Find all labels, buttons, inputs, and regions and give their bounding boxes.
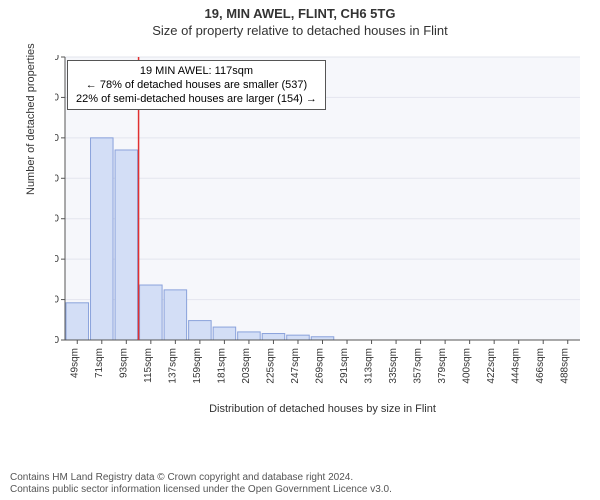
- svg-text:357sqm: 357sqm: [413, 348, 424, 384]
- svg-text:422sqm: 422sqm: [486, 348, 497, 384]
- svg-text:100: 100: [55, 254, 59, 265]
- footer-line-2: Contains public sector information licen…: [10, 484, 392, 496]
- marker-info-box: 19 MIN AWEL: 117sqm← 78% of detached hou…: [67, 60, 326, 110]
- svg-text:Distribution of detached house: Distribution of detached houses by size …: [209, 403, 436, 415]
- svg-text:313sqm: 313sqm: [364, 348, 375, 384]
- svg-text:379sqm: 379sqm: [437, 348, 448, 384]
- svg-text:335sqm: 335sqm: [388, 348, 399, 384]
- svg-text:250: 250: [55, 133, 59, 144]
- svg-text:0: 0: [55, 335, 59, 346]
- page-subtitle: Size of property relative to detached ho…: [0, 21, 600, 38]
- svg-text:71sqm: 71sqm: [94, 348, 105, 378]
- svg-text:115sqm: 115sqm: [143, 348, 154, 383]
- svg-text:50: 50: [55, 295, 59, 306]
- svg-text:488sqm: 488sqm: [560, 348, 571, 384]
- svg-text:203sqm: 203sqm: [241, 348, 252, 384]
- page-title: 19, MIN AWEL, FLINT, CH6 5TG: [0, 0, 600, 21]
- svg-text:159sqm: 159sqm: [192, 348, 203, 384]
- svg-text:181sqm: 181sqm: [216, 348, 227, 384]
- info-line-3: 22% of semi-detached houses are larger (…: [76, 92, 317, 106]
- info-line-2: ← 78% of detached houses are smaller (53…: [76, 78, 317, 92]
- svg-text:150: 150: [55, 214, 59, 225]
- svg-text:49sqm: 49sqm: [69, 348, 80, 378]
- svg-text:200: 200: [55, 173, 59, 184]
- chart-container: 0 50 100 150 200 250 300 350 49sqm 71sqm 93sqm 115s…: [55, 55, 585, 420]
- info-line-1: 19 MIN AWEL: 117sqm: [76, 64, 317, 78]
- svg-text:225sqm: 225sqm: [265, 348, 276, 384]
- footer-attribution: Contains HM Land Registry data © Crown c…: [10, 472, 392, 496]
- footer-line-1: Contains HM Land Registry data © Crown c…: [10, 472, 392, 484]
- svg-text:400sqm: 400sqm: [462, 348, 473, 384]
- svg-text:350: 350: [55, 55, 59, 63]
- svg-text:300: 300: [55, 92, 59, 103]
- svg-text:137sqm: 137sqm: [167, 348, 178, 384]
- svg-text:291sqm: 291sqm: [339, 348, 350, 384]
- svg-text:269sqm: 269sqm: [315, 348, 326, 384]
- svg-text:247sqm: 247sqm: [290, 348, 301, 384]
- svg-text:93sqm: 93sqm: [118, 348, 129, 378]
- svg-text:444sqm: 444sqm: [511, 348, 522, 384]
- svg-text:466sqm: 466sqm: [535, 348, 546, 384]
- y-axis-label: Number of detached properties: [25, 43, 37, 195]
